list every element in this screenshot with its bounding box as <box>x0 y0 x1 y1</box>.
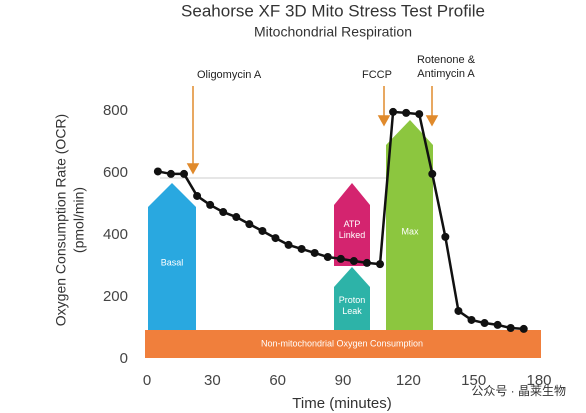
data-point <box>206 200 215 209</box>
region-label: ATP <box>344 219 361 229</box>
arrow-head <box>377 115 391 127</box>
data-point <box>349 257 358 266</box>
data-point <box>428 169 437 178</box>
x-tick-label: 120 <box>396 372 421 389</box>
region-label: Basal <box>161 257 184 267</box>
data-point <box>219 208 228 217</box>
region-shape <box>145 330 541 358</box>
data-point <box>297 244 306 253</box>
region-shape <box>334 267 370 330</box>
data-point <box>153 167 162 176</box>
drug-label: FCCP <box>362 69 392 81</box>
data-point <box>493 320 502 329</box>
y-tick-label: 800 <box>103 102 128 119</box>
x-axis-label: Time (minutes) <box>292 395 391 412</box>
region-shape <box>334 183 370 266</box>
y-tick-label: 200 <box>103 288 128 305</box>
data-point <box>284 240 293 249</box>
drug-label: Antimycin A <box>417 68 475 80</box>
region-label: Max <box>401 226 419 236</box>
x-tick-label: 180 <box>526 372 551 389</box>
y-tick-label: 600 <box>103 164 128 181</box>
data-point <box>336 254 345 263</box>
region-label: Leak <box>342 306 362 316</box>
x-tick-label: 90 <box>335 372 352 389</box>
region-label: Non-mitochondrial Oxygen Consumption <box>261 338 423 348</box>
arrow-head <box>425 115 439 127</box>
data-point <box>441 232 450 241</box>
watermark: 公众号 · 晶莱生物 <box>471 384 566 398</box>
chart-title: Seahorse XF 3D Mito Stress Test Profile <box>181 1 485 20</box>
data-point <box>310 248 319 257</box>
region-shape <box>386 120 433 330</box>
data-point <box>506 324 515 332</box>
y-axis-label: Oxygen Consumption Rate (OCR) (pmol/min) <box>53 114 87 326</box>
data-point <box>376 260 385 269</box>
y-axis-label-line: Oxygen Consumption Rate (OCR) <box>53 114 69 326</box>
x-tick-label: 30 <box>204 372 221 389</box>
data-point <box>480 319 489 328</box>
data-point <box>467 315 476 324</box>
region-label: Linked <box>339 230 366 240</box>
data-point <box>258 226 267 235</box>
drug-label: Oligomycin A <box>197 69 262 81</box>
data-point <box>245 220 254 229</box>
y-tick-label: 0 <box>120 350 128 367</box>
data-point <box>323 253 332 262</box>
data-point <box>389 107 398 116</box>
data-point <box>232 213 241 222</box>
data-point <box>180 169 189 178</box>
chart-subtitle: Mitochondrial Respiration <box>254 24 412 40</box>
data-point <box>193 191 202 200</box>
drug-arrows <box>186 86 439 175</box>
x-tick-label: 0 <box>143 372 151 389</box>
y-tick-label: 400 <box>103 226 128 243</box>
arrow-head <box>186 163 200 175</box>
y-axis-label-line: (pmol/min) <box>71 187 87 253</box>
region-label: Proton <box>339 295 366 305</box>
drug-label: Rotenone & <box>417 54 476 66</box>
data-point <box>402 108 411 117</box>
data-point <box>519 324 528 333</box>
data-point <box>362 258 371 267</box>
data-point <box>166 169 175 178</box>
data-point <box>454 306 463 315</box>
x-tick-label: 60 <box>269 372 286 389</box>
region-shape <box>148 183 196 330</box>
data-point <box>271 234 280 243</box>
x-tick-label: 150 <box>461 372 486 389</box>
data-point <box>415 110 424 119</box>
